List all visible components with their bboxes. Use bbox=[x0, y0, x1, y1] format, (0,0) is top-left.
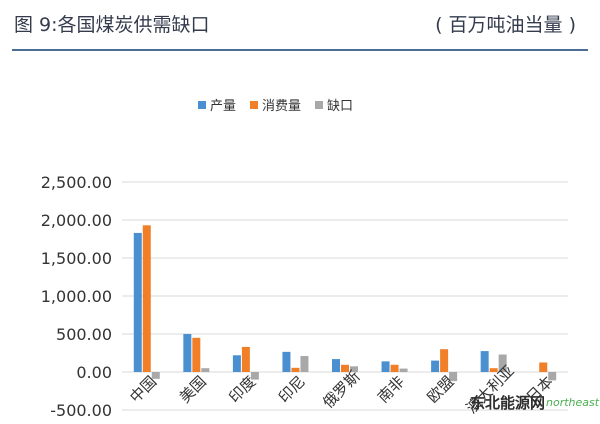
bar bbox=[548, 372, 557, 381]
y-tick-label: 2,500.00 bbox=[41, 173, 112, 192]
bar bbox=[489, 368, 498, 372]
y-tick-label: 500.00 bbox=[56, 325, 112, 344]
y-tick-label: 2,000.00 bbox=[41, 211, 112, 230]
bar bbox=[282, 351, 291, 372]
bar bbox=[133, 232, 142, 372]
x-tick-label: 南非 bbox=[374, 372, 408, 406]
bar bbox=[498, 354, 507, 372]
legend-swatch-gap bbox=[315, 100, 324, 109]
bar bbox=[399, 368, 408, 372]
legend-item-production: 产量 bbox=[198, 95, 236, 114]
legend-label-production: 产量 bbox=[210, 99, 237, 114]
x-tick-label: 印尼 bbox=[275, 372, 309, 406]
bar bbox=[350, 366, 358, 372]
bar bbox=[449, 372, 458, 382]
legend-swatch-production bbox=[198, 100, 206, 109]
bar bbox=[341, 364, 349, 372]
legend-item-gap: 缺口 bbox=[315, 95, 353, 114]
legend: 产量 消费量 缺口 bbox=[198, 95, 353, 114]
x-tick-label: 美国 bbox=[176, 372, 210, 406]
bar bbox=[300, 356, 309, 372]
bar bbox=[232, 355, 241, 372]
unit-label: ( 百万吨油当量 ) bbox=[435, 14, 576, 36]
bar bbox=[142, 225, 151, 372]
y-tick-label: 1,500.00 bbox=[41, 249, 112, 268]
bar bbox=[250, 372, 259, 380]
y-tick-label: -500.00 bbox=[50, 401, 112, 420]
chart-title: 图 9:各国煤炭供需缺口 bbox=[14, 14, 210, 36]
bar bbox=[291, 367, 300, 372]
legend-item-consumption: 消费量 bbox=[250, 95, 301, 114]
legend-label-gap: 缺口 bbox=[327, 99, 354, 114]
bar bbox=[241, 346, 250, 372]
bar bbox=[539, 362, 548, 372]
bar bbox=[201, 368, 210, 372]
bar bbox=[151, 372, 160, 379]
bar bbox=[440, 349, 449, 372]
legend-label-consumption: 消费量 bbox=[262, 99, 302, 114]
y-tick-label: 1,000.00 bbox=[41, 287, 112, 306]
y-tick-label: 0.00 bbox=[76, 363, 112, 382]
header-rule bbox=[12, 49, 588, 51]
watermark: 东北能源网 bbox=[470, 394, 546, 412]
bar bbox=[390, 364, 399, 372]
header: 图 9:各国煤炭供需缺口 ( 百万吨油当量 ) bbox=[0, 0, 600, 62]
bar bbox=[431, 360, 440, 372]
legend-swatch-consumption bbox=[250, 100, 259, 109]
bar bbox=[332, 359, 340, 372]
x-tick-label: 俄罗斯 bbox=[319, 367, 364, 412]
bar bbox=[381, 361, 390, 372]
bar bbox=[480, 351, 489, 372]
bar bbox=[192, 337, 201, 372]
bar bbox=[183, 334, 192, 372]
watermark-subtext: northeast bbox=[546, 396, 600, 409]
